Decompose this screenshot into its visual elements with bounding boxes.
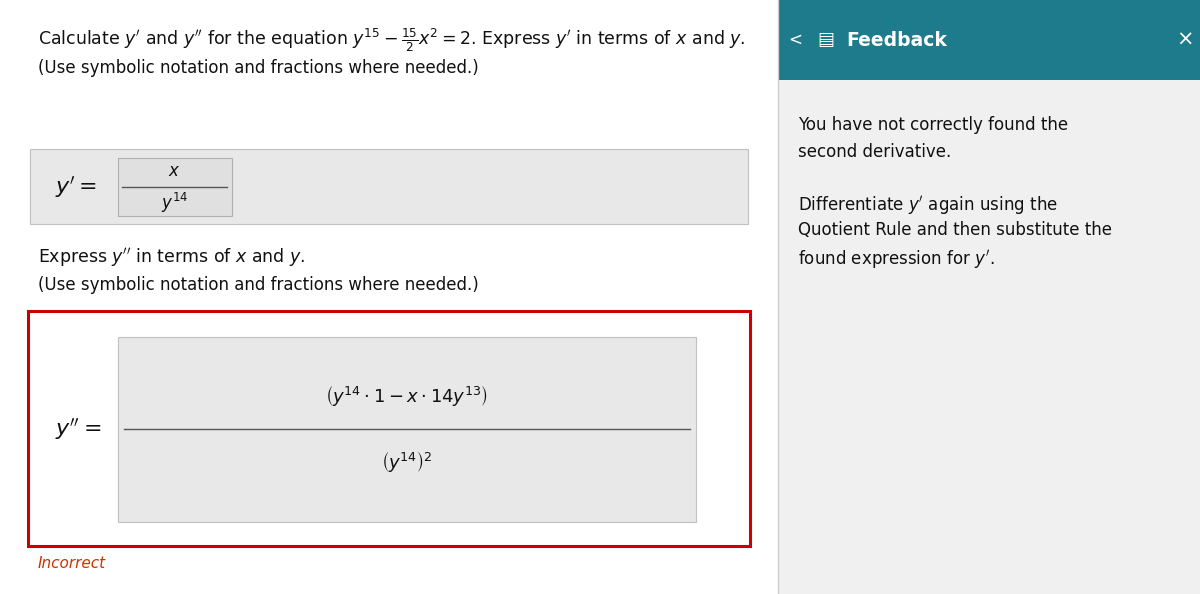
Text: $\left(y^{14}\cdot 1 - x\cdot 14y^{13}\right)$: $\left(y^{14}\cdot 1 - x\cdot 14y^{13}\r… [325,384,488,409]
Text: You have not correctly found the: You have not correctly found the [798,116,1068,134]
Text: Quotient Rule and then substitute the: Quotient Rule and then substitute the [798,221,1111,239]
Text: $x$: $x$ [168,162,181,180]
Text: <: < [788,31,803,49]
Text: ×: × [1176,30,1194,50]
Text: second derivative.: second derivative. [798,143,950,161]
Text: $\left(y^{14}\right)^2$: $\left(y^{14}\right)^2$ [380,450,432,475]
Text: Differentiate $y'$ again using the: Differentiate $y'$ again using the [798,194,1057,217]
Text: (Use symbolic notation and fractions where needed.): (Use symbolic notation and fractions whe… [38,59,479,77]
FancyBboxPatch shape [30,149,748,224]
FancyBboxPatch shape [118,337,696,522]
Text: ▤: ▤ [817,31,834,49]
Text: Incorrect: Incorrect [38,557,106,571]
Text: $y' =$: $y' =$ [55,174,97,200]
FancyBboxPatch shape [28,311,750,546]
Text: $y'' =$: $y'' =$ [55,416,101,442]
Text: $y^{14}$: $y^{14}$ [161,191,188,215]
Text: found expression for $y'$.: found expression for $y'$. [798,248,995,271]
Text: Calculate $y'$ and $y''$ for the equation $y^{15} - \frac{15}{2}x^2 = 2$. Expres: Calculate $y'$ and $y''$ for the equatio… [38,26,745,53]
Text: Express $y''$ in terms of $x$ and $y$.: Express $y''$ in terms of $x$ and $y$. [38,246,305,269]
Text: Feedback: Feedback [846,30,947,49]
FancyBboxPatch shape [118,158,233,216]
FancyBboxPatch shape [0,0,778,594]
FancyBboxPatch shape [778,0,1200,80]
Text: (Use symbolic notation and fractions where needed.): (Use symbolic notation and fractions whe… [38,276,479,294]
